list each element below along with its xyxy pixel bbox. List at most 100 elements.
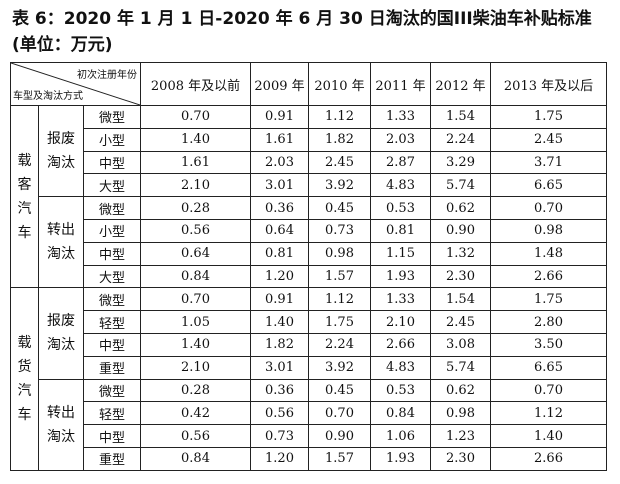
- value-cell: 0.62: [430, 378, 492, 403]
- value-cell: 1.61: [140, 150, 252, 175]
- value-cell: 3.01: [250, 173, 310, 198]
- value-cell: 0.62: [430, 196, 492, 220]
- value-cell: 1.93: [370, 446, 432, 471]
- value-cell: 0.98: [490, 218, 608, 243]
- value-cell: 2.45: [430, 310, 492, 334]
- data-row: 转出淘汰 微型 0.28 0.36 0.45 0.53 0.62 0.70: [11, 196, 608, 289]
- value-cell: 0.98: [430, 401, 492, 426]
- value-cell: 1.12: [308, 105, 372, 129]
- value-cell: 2.45: [308, 150, 372, 175]
- value-cell: 3.29: [430, 150, 492, 175]
- data-row: 载客汽车 报废淘汰 微型 0.70 0.91 1.12 1.33 1.54 1.75: [10, 104, 608, 289]
- value-cell: 1.12: [308, 287, 372, 312]
- value-cell: 0.98: [308, 241, 372, 266]
- value-cell: 0.81: [250, 241, 310, 266]
- method-label: 转出淘汰: [47, 222, 75, 263]
- value-cell: 2.87: [370, 150, 432, 175]
- value-cell: 4.83: [370, 173, 432, 198]
- value-cell: 3.71: [490, 150, 608, 175]
- value-cell: 2.45: [490, 127, 608, 152]
- value-cell: 0.70: [308, 401, 372, 426]
- value-cell: 1.93: [370, 264, 432, 289]
- value-cell: 0.56: [140, 424, 252, 448]
- value-cell: 0.53: [370, 378, 432, 403]
- value-cell: 0.36: [250, 378, 310, 403]
- value-cell: 0.56: [250, 401, 310, 426]
- data-row: 转出淘汰 微型 0.28 0.36 0.45 0.53 0.62 0.70: [11, 378, 608, 471]
- value-cell: 0.90: [308, 424, 372, 448]
- value-cell: 1.82: [250, 332, 310, 357]
- corner-bottom: 车型及淘汰方式: [13, 91, 83, 102]
- value-cell: 0.70: [490, 378, 608, 403]
- value-cell: 2.03: [250, 150, 310, 175]
- value-cell: 0.81: [370, 218, 432, 243]
- size: 重型: [82, 446, 142, 471]
- value-cell: 0.84: [370, 401, 432, 426]
- value-cell: 0.45: [308, 378, 372, 403]
- data-row: 中型 1.40 1.82 2.24 2.66 3.08 3.50: [11, 332, 608, 357]
- value-cell: 0.90: [430, 218, 492, 243]
- value-cell: 2.30: [430, 446, 492, 471]
- value-cell: 2.66: [490, 446, 608, 471]
- value-cell: 0.91: [250, 287, 310, 312]
- value-cell: 3.92: [308, 173, 372, 198]
- size: 中型: [82, 332, 142, 357]
- value-cell: 2.10: [140, 355, 252, 380]
- value-cell: 2.24: [308, 332, 372, 357]
- value-cell: 0.84: [140, 446, 252, 471]
- value-cell: 0.73: [308, 218, 372, 243]
- vehicle-group-label: 载客汽车: [17, 152, 32, 241]
- value-cell: 1.40: [490, 424, 608, 448]
- size: 微型: [82, 105, 142, 129]
- data-row: 轻型 0.42 0.56 0.70 0.84 0.98 1.12: [11, 401, 608, 426]
- value-cell: 2.66: [490, 264, 608, 289]
- data-row: 载货汽车 报废淘汰 微型 0.70 0.91 1.12 1.33 1.54 1.75: [10, 287, 608, 471]
- value-cell: 3.92: [308, 355, 372, 380]
- data-row: 重型 0.84 1.20 1.57 1.93 2.30 2.66: [11, 446, 608, 471]
- value-cell: 0.53: [370, 196, 432, 220]
- value-cell: 1.82: [308, 127, 372, 152]
- column-header: 2008 年及以前: [140, 62, 252, 106]
- value-cell: 1.15: [370, 241, 432, 266]
- value-cell: 0.73: [250, 424, 310, 448]
- value-cell: 1.75: [490, 287, 608, 312]
- value-cell: 2.10: [370, 310, 432, 334]
- vehicle-group-label: 载货汽车: [17, 335, 32, 424]
- value-cell: 0.64: [250, 218, 310, 243]
- value-cell: 3.08: [430, 332, 492, 357]
- method-label: 转出淘汰: [47, 404, 75, 445]
- value-cell: 1.06: [370, 424, 432, 448]
- method: 报废淘汰: [38, 287, 84, 380]
- value-cell: 2.10: [140, 173, 252, 198]
- value-cell: 2.66: [370, 332, 432, 357]
- data-row: 中型 1.61 2.03 2.45 2.87 3.29 3.71: [11, 150, 608, 175]
- diagonal: [11, 63, 140, 105]
- data-row: 小型 0.56 0.64 0.73 0.81 0.90 0.98: [11, 218, 608, 243]
- value-cell: 1.57: [308, 446, 372, 471]
- value-cell: 6.65: [490, 173, 608, 198]
- value-cell: 0.28: [140, 196, 252, 220]
- data-row: 大型 0.84 1.20 1.57 1.93 2.30 2.66: [11, 264, 608, 289]
- size: 微型: [82, 378, 142, 403]
- size: 小型: [82, 127, 142, 152]
- value-cell: 1.57: [308, 264, 372, 289]
- value-cell: 0.28: [140, 378, 252, 403]
- value-cell: 5.74: [430, 173, 492, 198]
- data-row: 中型 0.64 0.81 0.98 1.15 1.32 1.48: [11, 241, 608, 266]
- size: 中型: [82, 424, 142, 448]
- value-cell: 1.32: [430, 241, 492, 266]
- size: 重型: [82, 355, 142, 380]
- value-cell: 2.30: [430, 264, 492, 289]
- value-cell: 0.84: [140, 264, 252, 289]
- value-cell: 2.80: [490, 310, 608, 334]
- method-label: 报废淘汰: [47, 131, 75, 172]
- value-cell: 1.33: [370, 287, 432, 312]
- column-header: 2011 年: [370, 62, 432, 106]
- value-cell: 0.70: [490, 196, 608, 220]
- value-cell: 0.70: [140, 105, 252, 129]
- value-cell: 1.20: [250, 264, 310, 289]
- value-cell: 1.23: [430, 424, 492, 448]
- vehicle-group: 载客汽车: [10, 104, 39, 289]
- value-cell: 1.54: [430, 287, 492, 312]
